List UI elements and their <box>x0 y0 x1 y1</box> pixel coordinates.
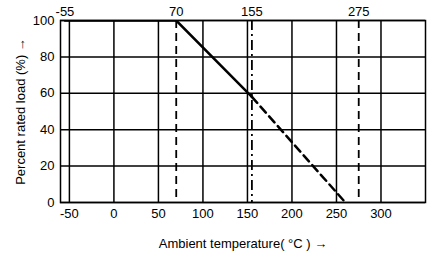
svg-text:100: 100 <box>192 206 214 221</box>
svg-text:200: 200 <box>281 206 303 221</box>
svg-text:100: 100 <box>33 13 55 28</box>
svg-text:60: 60 <box>40 85 54 100</box>
svg-text:Ambient temperature( °C ) →: Ambient temperature( °C ) → <box>159 236 327 251</box>
svg-text:0: 0 <box>110 206 117 221</box>
svg-text:40: 40 <box>40 122 54 137</box>
svg-text:150: 150 <box>237 206 259 221</box>
svg-text:20: 20 <box>40 158 54 173</box>
svg-text:155: 155 <box>241 4 263 19</box>
svg-text:275: 275 <box>348 4 370 19</box>
svg-text:-55: -55 <box>56 4 75 19</box>
svg-text:300: 300 <box>370 206 392 221</box>
svg-text:Percent rated load (%) →: Percent rated load (%) → <box>13 38 28 185</box>
svg-text:80: 80 <box>40 49 54 64</box>
svg-text:0: 0 <box>47 195 54 210</box>
svg-text:250: 250 <box>326 206 348 221</box>
svg-text:50: 50 <box>151 206 165 221</box>
svg-text:70: 70 <box>169 4 183 19</box>
svg-text:-50: -50 <box>60 206 79 221</box>
